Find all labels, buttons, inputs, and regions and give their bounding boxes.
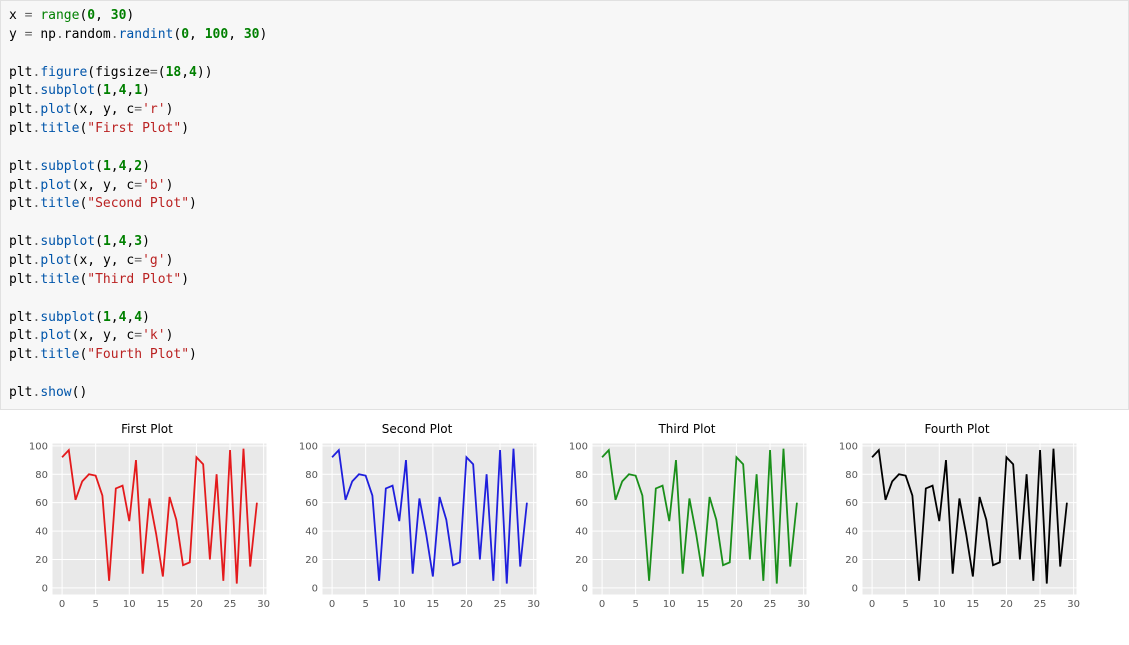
y-tick-label: 20 [575, 555, 588, 566]
x-tick-label: 0 [599, 599, 605, 610]
y-tick-label: 0 [582, 583, 588, 594]
x-tick-label: 15 [966, 599, 979, 610]
y-tick-label: 100 [299, 441, 318, 452]
subplot: Fourth Plot 0 5 10 15 20 25 30 0 20 40 60 80 100 [832, 422, 1082, 613]
y-tick-label: 60 [35, 498, 48, 509]
y-tick-label: 20 [35, 555, 48, 566]
y-tick-label: 60 [845, 498, 858, 509]
y-tick-label: 80 [305, 469, 318, 480]
x-tick-label: 25 [764, 599, 777, 610]
line-chart: 0 5 10 15 20 25 30 0 20 40 60 80 100 [832, 438, 1082, 613]
subplot: Third Plot 0 5 10 15 20 25 30 0 20 40 60 80 100 [562, 422, 812, 613]
y-tick-label: 0 [42, 583, 48, 594]
subplot-row: First Plot051015202530020406080100Second… [2, 422, 1127, 613]
x-tick-label: 5 [902, 599, 908, 610]
x-tick-label: 30 [527, 599, 540, 610]
x-tick-label: 0 [869, 599, 875, 610]
output-area: First Plot051015202530020406080100Second… [0, 418, 1129, 623]
subplot-title: Second Plot [292, 422, 542, 436]
line-chart: 0 5 10 15 20 25 30 0 20 40 60 80 100 [22, 438, 272, 613]
subplot-title: Third Plot [562, 422, 812, 436]
x-tick-label: 0 [329, 599, 335, 610]
y-tick-label: 60 [305, 498, 318, 509]
x-tick-label: 25 [224, 599, 237, 610]
y-tick-label: 0 [852, 583, 858, 594]
x-tick-label: 5 [92, 599, 98, 610]
line-chart: 0 5 10 15 20 25 30 0 20 40 60 80 100 [562, 438, 812, 613]
x-tick-label: 15 [696, 599, 709, 610]
y-tick-label: 80 [575, 469, 588, 480]
x-tick-label: 0 [59, 599, 65, 610]
x-tick-label: 30 [257, 599, 270, 610]
x-tick-label: 20 [730, 599, 743, 610]
x-tick-label: 20 [190, 599, 203, 610]
x-tick-label: 10 [393, 599, 406, 610]
subplot-title: First Plot [22, 422, 272, 436]
x-tick-label: 15 [426, 599, 439, 610]
y-tick-label: 100 [839, 441, 858, 452]
x-tick-label: 20 [460, 599, 473, 610]
subplot: Second Plot 0 5 10 15 20 25 30 0 20 40 60 80 100 [292, 422, 542, 613]
x-tick-label: 25 [1034, 599, 1047, 610]
x-tick-label: 5 [632, 599, 638, 610]
y-tick-label: 20 [845, 555, 858, 566]
x-tick-label: 10 [123, 599, 136, 610]
y-tick-label: 40 [845, 526, 858, 537]
y-tick-label: 60 [575, 498, 588, 509]
y-tick-label: 20 [305, 555, 318, 566]
y-tick-label: 100 [569, 441, 588, 452]
x-tick-label: 30 [1067, 599, 1080, 610]
y-tick-label: 80 [845, 469, 858, 480]
x-tick-label: 20 [1000, 599, 1013, 610]
y-tick-label: 40 [575, 526, 588, 537]
y-tick-label: 40 [305, 526, 318, 537]
y-tick-label: 40 [35, 526, 48, 537]
x-tick-label: 25 [494, 599, 507, 610]
x-tick-label: 10 [663, 599, 676, 610]
y-tick-label: 0 [312, 583, 318, 594]
x-tick-label: 10 [933, 599, 946, 610]
x-tick-label: 5 [362, 599, 368, 610]
y-tick-label: 100 [29, 441, 48, 452]
y-tick-label: 80 [35, 469, 48, 480]
x-tick-label: 15 [156, 599, 169, 610]
code-cell: x = range(0, 30) y = np.random.randint(0… [0, 0, 1129, 410]
subplot-title: Fourth Plot [832, 422, 1082, 436]
subplot: First Plot 0 5 10 15 20 25 30 0 20 40 60 80 100 [22, 422, 272, 613]
x-tick-label: 30 [797, 599, 810, 610]
line-chart: 0 5 10 15 20 25 30 0 20 40 60 80 100 [292, 438, 542, 613]
